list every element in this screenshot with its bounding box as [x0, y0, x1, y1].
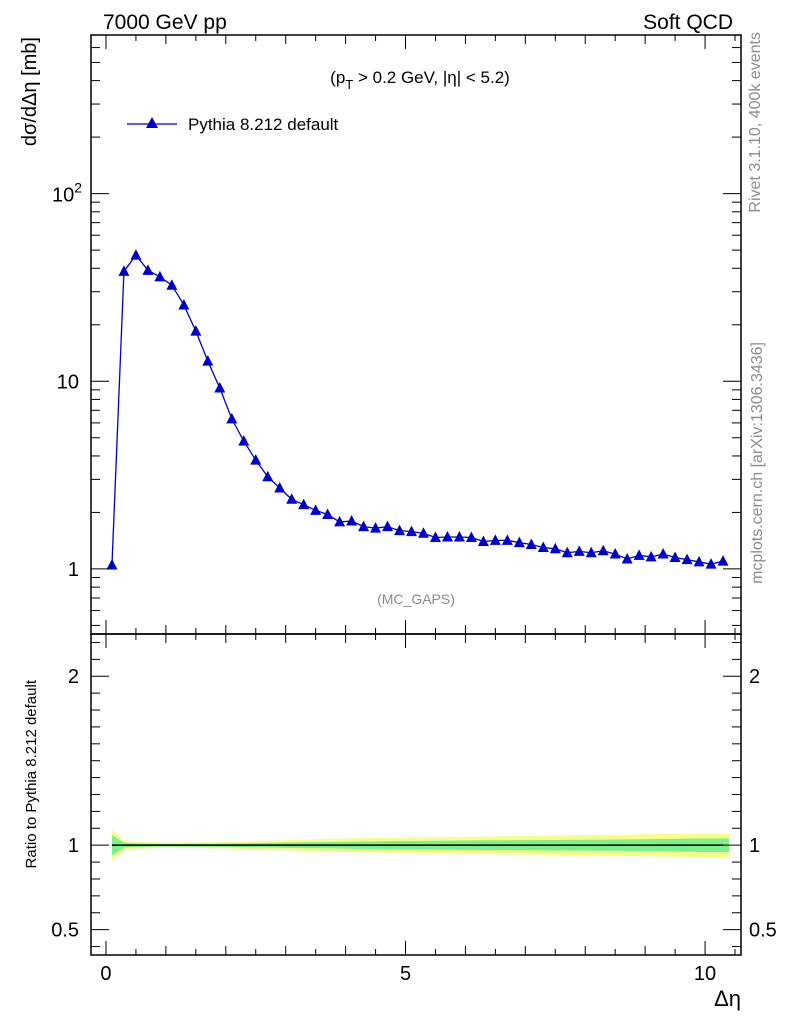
data-point [382, 520, 394, 532]
data-point [573, 545, 585, 556]
data-point [154, 270, 166, 282]
main-panel: 1 10 102 dσ/dΔη [mb] (pT > 0.2 GeV, |η| < … [19, 34, 742, 635]
data-point [585, 546, 597, 558]
data-point [286, 493, 298, 504]
data-point [238, 435, 250, 446]
data-point [106, 558, 118, 570]
ratio-frame [90, 633, 742, 956]
x-tick-label: 0 [100, 963, 111, 985]
data-point [178, 298, 190, 310]
analysis-watermark: (MC_GAPS) [377, 591, 455, 607]
data-point [657, 548, 669, 559]
ratio-y-tick-label-right: 1 [749, 835, 760, 857]
data-point [645, 550, 657, 562]
data-point [118, 265, 130, 276]
data-point [489, 534, 501, 545]
data-point [250, 454, 262, 465]
main-y-tick-label: 102 [52, 180, 82, 207]
x-tick-label: 5 [400, 963, 411, 985]
legend: Pythia 8.212 default [127, 115, 339, 134]
main-y-axis-label: dσ/dΔη [mb] [19, 37, 41, 146]
data-point [681, 553, 693, 565]
ratio-marks [111, 829, 730, 861]
data-point [346, 515, 358, 526]
mcplots-credit: mcplots.cern.ch [arXiv:1306.3436] [749, 342, 766, 584]
x-tick-label: 10 [694, 963, 716, 985]
legend-series-label: Pythia 8.212 default [188, 115, 339, 134]
data-point [477, 535, 489, 546]
data-point [621, 552, 633, 564]
rivet-credit: Rivet 3.1.10, 400k events [747, 32, 764, 213]
ratio-y-tick-label-right: 2 [749, 666, 760, 688]
ratio-y-tick-label-left: 0.5 [51, 920, 79, 942]
x-axis-label: Δη [714, 986, 741, 1011]
data-point [717, 555, 729, 566]
ratio-y-tick-label-left: 2 [68, 666, 79, 688]
data-point [417, 527, 429, 538]
main-marks [106, 249, 729, 570]
data-point [537, 541, 549, 553]
data-point [693, 555, 705, 567]
data-point [549, 542, 561, 554]
data-point [130, 249, 142, 260]
data-point [142, 264, 154, 275]
energy-label: 7000 GeV pp [103, 11, 227, 34]
data-point [274, 481, 286, 493]
legend-triangle-icon [146, 117, 158, 128]
data-point [465, 531, 477, 543]
data-point [166, 279, 178, 290]
data-point [190, 325, 202, 336]
data-point [705, 558, 717, 569]
ratio-y-tick-label-right: 0.5 [749, 920, 777, 942]
data-point [429, 531, 441, 543]
data-point [609, 548, 621, 559]
data-point [334, 515, 346, 527]
ratio-panel: 0 5 10 0.5 0.5 1 1 2 2 Ratio to Pythia 8.212 def… [23, 633, 777, 1011]
ratio-y-tick-label-left: 1 [68, 835, 79, 857]
ratio-ticks: 0 5 10 0.5 0.5 1 1 2 2 [51, 634, 777, 985]
data-point [406, 525, 418, 537]
data-point [597, 544, 609, 556]
data-point [322, 508, 334, 519]
main-y-tick-label: 1 [68, 559, 79, 581]
data-point [453, 530, 465, 542]
process-label: Soft QCD [643, 11, 733, 34]
data-point [202, 355, 214, 366]
data-point [525, 538, 537, 549]
data-point [394, 524, 406, 536]
data-point [310, 504, 322, 515]
data-point [513, 536, 525, 548]
main-ticks: 1 10 102 [52, 34, 741, 634]
main-y-tick-label: 10 [57, 371, 79, 393]
data-point [214, 382, 226, 393]
data-point [669, 551, 681, 563]
data-point [262, 470, 274, 482]
data-point [633, 549, 645, 560]
data-point [370, 522, 382, 533]
ratio-y-axis-label: Ratio to Pythia 8.212 default [23, 679, 40, 868]
data-point [226, 412, 238, 424]
series-line [111, 254, 724, 565]
data-point [561, 546, 573, 558]
data-point [441, 530, 453, 542]
cuts-label: (pT > 0.2 GeV, |η| < 5.2) [330, 68, 510, 92]
data-point [298, 498, 310, 510]
data-point [501, 534, 513, 545]
data-point [358, 520, 370, 532]
